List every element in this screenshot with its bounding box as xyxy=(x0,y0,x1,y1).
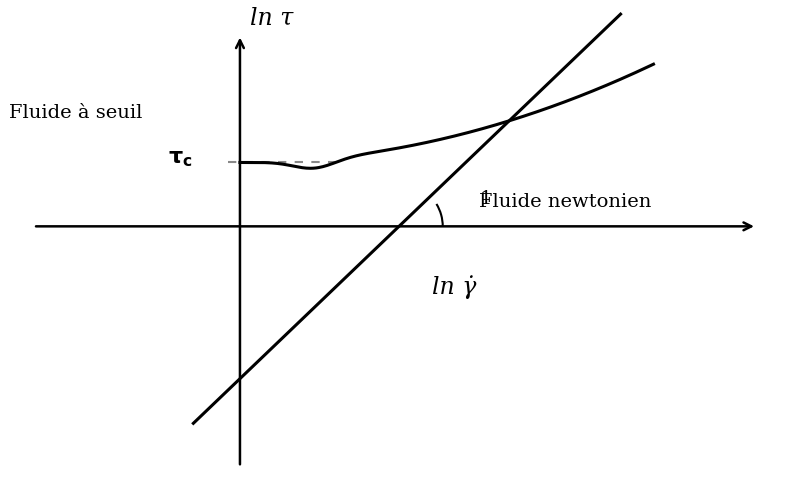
Text: 1: 1 xyxy=(480,190,492,208)
Text: Fluide newtonien: Fluide newtonien xyxy=(479,193,651,211)
Text: $\mathbf{\tau_c}$: $\mathbf{\tau_c}$ xyxy=(168,146,192,168)
Text: Fluide à seuil: Fluide à seuil xyxy=(10,104,143,123)
Text: ln γ̇: ln γ̇ xyxy=(433,275,477,299)
Text: ln τ: ln τ xyxy=(250,7,294,30)
